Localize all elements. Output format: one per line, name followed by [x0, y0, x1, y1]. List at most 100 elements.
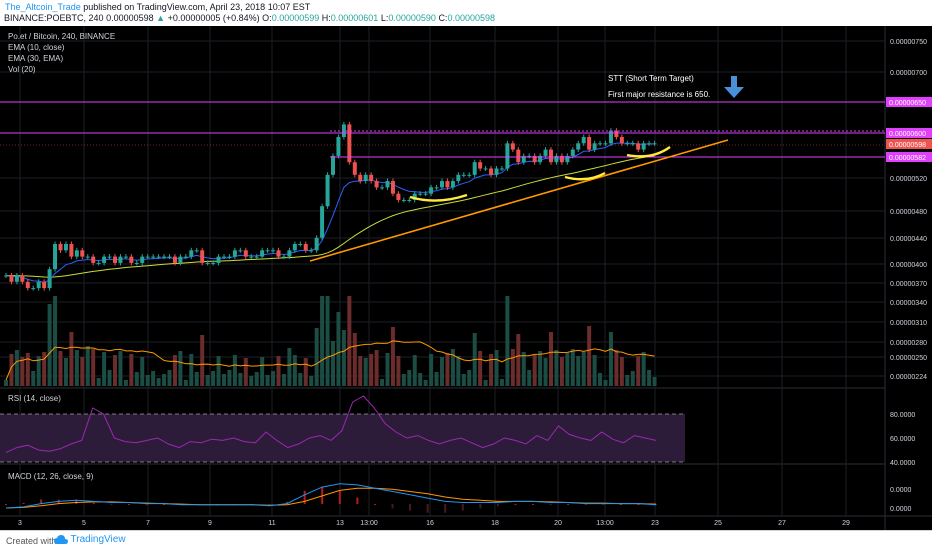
time-tick: 23: [651, 520, 659, 527]
legend-symbol[interactable]: Po.et / Bitcoin, 240, BINANCE: [8, 32, 115, 41]
volume-bar: [396, 356, 401, 386]
candle-body: [429, 187, 434, 194]
legend-ema10[interactable]: EMA (10, close): [8, 43, 65, 52]
candle-body: [178, 256, 183, 263]
chart-svg[interactable]: STT (Short Term Target) First major resi…: [0, 26, 932, 530]
volume-bar: [238, 373, 243, 386]
volume-bar: [320, 296, 325, 386]
candle-body: [85, 256, 90, 258]
price-tick: 0.00000750: [890, 39, 927, 46]
volume-bar: [516, 334, 521, 386]
price-tick: 0.00000440: [890, 236, 927, 243]
support-highlight-1[interactable]: [409, 193, 468, 202]
candle-body: [440, 181, 444, 188]
tradingview-logo[interactable]: TradingView: [54, 534, 126, 545]
candle-body: [619, 137, 624, 144]
price-label-tag: [886, 128, 932, 138]
candle-body: [587, 137, 592, 150]
legend-ema30[interactable]: EMA (30, EMA): [8, 54, 63, 63]
volume-bar: [243, 358, 248, 386]
candle-body: [243, 250, 248, 257]
candle-body: [592, 143, 597, 150]
macd-hist-bar: [356, 497, 359, 504]
close-value: 0.00000598: [447, 13, 495, 23]
volume-bar: [74, 350, 79, 386]
price-tick: 0.00000700: [890, 70, 927, 77]
volume-bar: [58, 351, 63, 386]
time-tick: 3: [18, 520, 22, 527]
legend-volume[interactable]: Vol (20): [8, 65, 36, 74]
volume-bar: [254, 372, 259, 386]
macd-tick: 0.0000: [890, 506, 912, 513]
rsi-title[interactable]: RSI (14, close): [8, 394, 61, 403]
price-axis[interactable]: 0.00000750 0.00000700 0.00000600 0.00000520…: [886, 39, 932, 513]
time-tick: 20: [554, 520, 562, 527]
candle-body: [314, 237, 319, 251]
candle-body: [565, 155, 570, 163]
candle-body: [641, 143, 646, 150]
volume-bar: [369, 354, 374, 386]
candle-body: [630, 143, 635, 145]
time-axis[interactable]: 3 5 7 9 11 13 13:00 16 18 20 13:00 23 25 27 29: [18, 520, 850, 527]
volume-bar: [260, 357, 265, 386]
candle-body: [162, 256, 167, 258]
volume-bar: [347, 296, 352, 386]
candle-body: [456, 174, 461, 182]
time-tick: 7: [146, 520, 150, 527]
candle-body: [412, 193, 417, 200]
candle-body: [516, 149, 521, 163]
candle-body: [96, 262, 101, 264]
candle-body: [222, 256, 226, 258]
price-label-tag: [886, 97, 932, 107]
volume-bar: [461, 374, 466, 386]
volume-bar: [423, 380, 428, 386]
trendline[interactable]: [309, 139, 729, 262]
author-link[interactable]: The_Altcoin_Trade: [5, 2, 81, 12]
candle-body: [347, 124, 352, 163]
candle-body: [63, 244, 68, 251]
candle-body: [151, 256, 156, 258]
volume-bar: [390, 327, 395, 386]
volume-bar: [331, 341, 335, 386]
volume-bar: [336, 312, 341, 386]
candle-body: [325, 174, 330, 207]
macd-hist-bar: [22, 502, 25, 504]
volume-bar: [456, 356, 461, 386]
candle-body: [483, 168, 488, 170]
candle-body: [20, 275, 25, 282]
volume-bar: [276, 356, 281, 386]
candle-body: [570, 149, 575, 156]
volume-bar: [614, 350, 619, 386]
volume-bar: [549, 332, 553, 386]
volume-bar: [298, 373, 303, 386]
support-highlight-2[interactable]: [564, 171, 606, 181]
macd-title[interactable]: MACD (12, 26, close, 9): [8, 472, 94, 481]
chart-area[interactable]: STT (Short Term Target) First major resi…: [0, 26, 932, 530]
volume-bar: [314, 328, 319, 386]
volume-bar: [80, 357, 85, 386]
volume-bar: [608, 332, 613, 386]
candle-body: [14, 275, 19, 282]
volume-bar: [385, 353, 390, 386]
price-label-tag: [886, 152, 932, 162]
candle-body: [369, 174, 374, 182]
stt-title: STT (Short Term Target): [608, 74, 694, 83]
tradingview-brand: TradingView: [70, 534, 126, 545]
volume-bar: [619, 357, 624, 386]
price-tick: 0.00000340: [890, 300, 927, 307]
up-arrow-icon: ▲: [156, 13, 166, 23]
time-tick: 29: [842, 520, 850, 527]
support-highlight-3[interactable]: [626, 146, 671, 158]
volume-bar: [69, 332, 74, 386]
candle-body: [336, 137, 341, 156]
stt-text: First major resistance is 650.: [608, 90, 710, 99]
volume-bars: [4, 296, 657, 386]
candle-body: [31, 288, 36, 290]
candle-body: [113, 256, 117, 263]
volume-bar: [538, 351, 543, 386]
macd-hist-bar: [637, 504, 640, 505]
candle-body: [445, 181, 450, 188]
candle-body: [172, 256, 177, 263]
candle-body: [140, 256, 145, 263]
candle-body: [581, 137, 586, 144]
